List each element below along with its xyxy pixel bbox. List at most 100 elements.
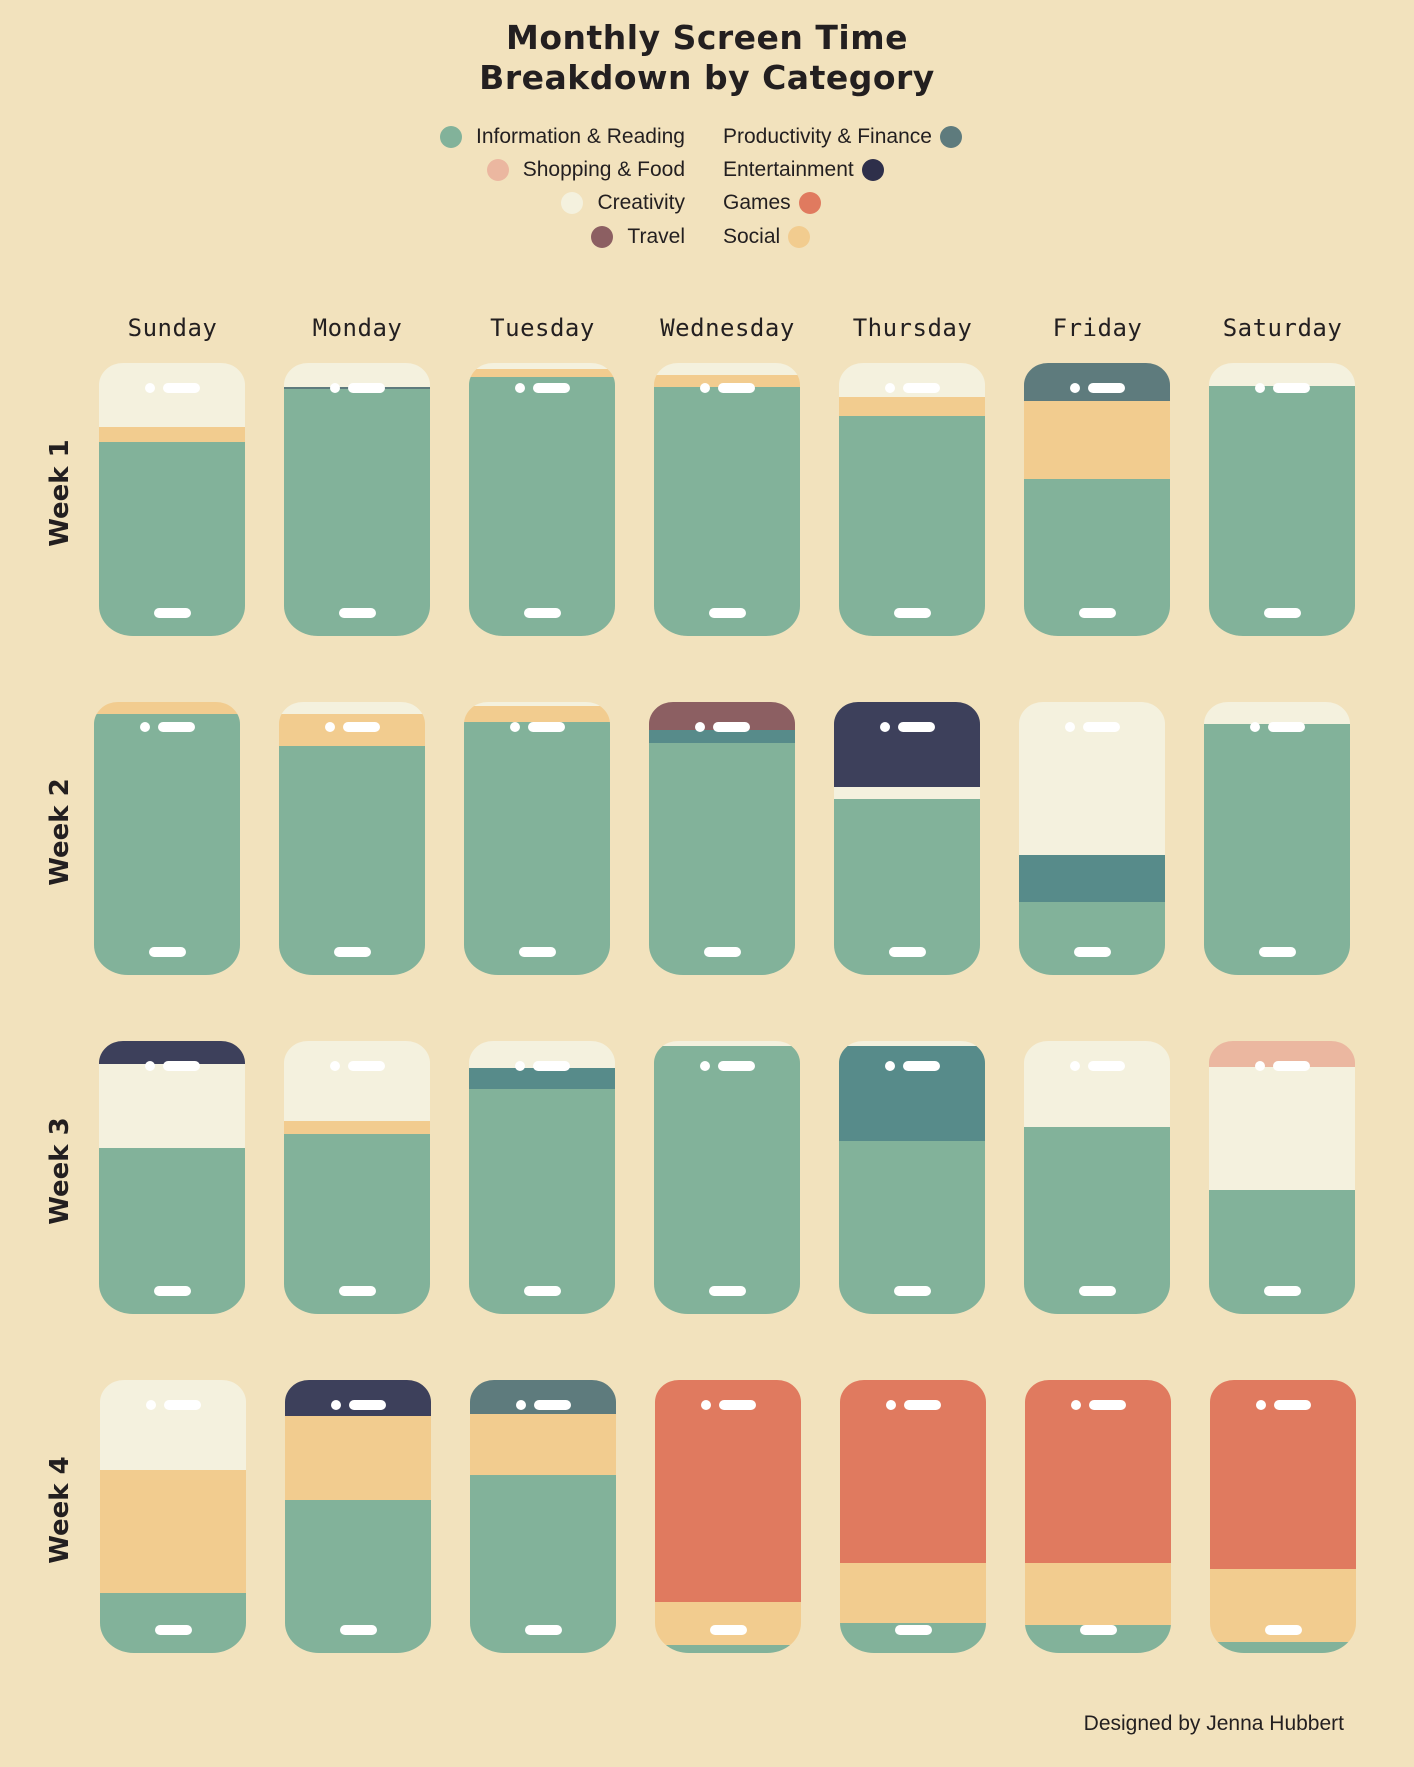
camera-icon	[515, 1061, 525, 1071]
segment-information-reading	[1209, 385, 1355, 636]
speaker-icon	[1089, 1400, 1126, 1410]
phone-week1-friday	[1024, 363, 1170, 636]
phone-week2-sunday	[94, 702, 240, 975]
camera-icon	[701, 1400, 711, 1410]
camera-icon	[325, 722, 335, 732]
segment-information-reading	[655, 1645, 801, 1653]
speaker-icon	[163, 1061, 200, 1071]
day-label-thursday: Thursday	[852, 314, 973, 342]
legend-swatch-icon	[561, 192, 584, 214]
phone-week3-sunday	[99, 1041, 245, 1314]
home-bar-icon	[894, 608, 931, 618]
phone-week2-thursday	[834, 702, 980, 975]
segment-social	[94, 702, 240, 714]
legend-label: Entertainment	[723, 158, 854, 181]
camera-icon	[1071, 1400, 1081, 1410]
segment-social	[99, 426, 245, 442]
day-label-tuesday: Tuesday	[490, 314, 595, 342]
legend-swatch-icon	[788, 226, 811, 248]
segment-creativity	[464, 702, 610, 707]
camera-icon	[140, 722, 150, 732]
segment-games	[840, 1380, 986, 1563]
home-bar-icon	[895, 1625, 932, 1635]
home-bar-icon	[524, 1286, 561, 1296]
day-label-monday: Monday	[312, 314, 403, 342]
segment-social	[655, 1601, 801, 1646]
home-bar-icon	[149, 947, 186, 957]
phone-week4-monday	[285, 1380, 431, 1653]
home-bar-icon	[709, 1286, 746, 1296]
segment-creativity	[654, 1041, 800, 1046]
segment-information-reading	[469, 376, 615, 636]
segment-social	[470, 1414, 616, 1475]
phone-week1-tuesday	[469, 363, 615, 636]
camera-icon	[700, 1061, 710, 1071]
segment-information-reading	[279, 745, 425, 975]
legend-item: Social	[723, 220, 811, 254]
segment-productivity-finance	[1019, 854, 1165, 902]
phone-week4-friday	[1025, 1380, 1171, 1653]
phone-week2-friday	[1019, 702, 1165, 975]
segment-creativity	[834, 786, 980, 799]
phone-week3-tuesday	[469, 1041, 615, 1314]
legend-swatch-icon	[486, 159, 509, 181]
segment-information-reading	[839, 1140, 985, 1314]
segment-information-reading	[1019, 901, 1165, 975]
phone-week2-saturday	[1204, 702, 1350, 975]
camera-icon	[1255, 1061, 1265, 1071]
segment-productivity-finance	[1024, 363, 1170, 401]
camera-icon	[145, 1061, 155, 1071]
camera-icon	[1070, 383, 1080, 393]
day-label-friday: Friday	[1052, 314, 1143, 342]
legend-label: Shopping & Food	[522, 158, 685, 181]
segment-information-reading	[654, 387, 800, 636]
home-bar-icon	[334, 947, 371, 957]
segment-creativity	[1024, 1041, 1170, 1127]
speaker-icon	[898, 722, 935, 732]
segment-creativity	[1204, 702, 1350, 725]
segment-creativity	[284, 1041, 430, 1121]
camera-icon	[886, 1400, 896, 1410]
legend-label: Social	[723, 225, 781, 248]
home-bar-icon	[1264, 608, 1301, 618]
speaker-icon	[348, 383, 385, 393]
home-bar-icon	[894, 1286, 931, 1296]
speaker-icon	[718, 383, 755, 393]
phone-week3-saturday	[1209, 1041, 1355, 1314]
legend-item: Entertainment	[723, 153, 884, 187]
speaker-icon	[1088, 383, 1125, 393]
segment-social	[654, 375, 800, 387]
speaker-icon	[533, 1061, 570, 1071]
legend-label: Productivity & Finance	[723, 125, 932, 148]
segment-entertainment	[834, 702, 980, 787]
home-bar-icon	[1074, 947, 1111, 957]
camera-icon	[1250, 722, 1260, 732]
camera-icon	[146, 1400, 156, 1410]
camera-icon	[1255, 383, 1265, 393]
segment-productivity-finance	[649, 730, 795, 744]
legend-swatch-icon	[861, 159, 884, 181]
legend-label: Information & Reading	[476, 125, 685, 148]
legend-item: Productivity & Finance	[723, 120, 962, 154]
segment-information-reading	[839, 416, 985, 636]
legend: Information & Reading Shopping & Food Crea…	[0, 120, 1414, 260]
phone-week3-wednesday	[654, 1041, 800, 1314]
segment-social	[840, 1562, 986, 1623]
home-bar-icon	[524, 608, 561, 618]
segment-information-reading	[284, 388, 430, 636]
segment-information-reading	[834, 798, 980, 975]
speaker-icon	[903, 383, 940, 393]
home-bar-icon	[709, 608, 746, 618]
home-bar-icon	[525, 1625, 562, 1635]
segment-information-reading	[469, 1089, 615, 1314]
home-bar-icon	[1079, 1286, 1116, 1296]
speaker-icon	[1274, 1400, 1311, 1410]
legend-swatch-icon	[798, 192, 821, 214]
segment-social	[464, 706, 610, 723]
segment-information-reading	[1204, 724, 1350, 975]
phone-week3-thursday	[839, 1041, 985, 1314]
speaker-icon	[158, 722, 195, 732]
segment-entertainment	[285, 1380, 431, 1417]
home-bar-icon	[1264, 1286, 1301, 1296]
segment-information-reading	[649, 743, 795, 975]
